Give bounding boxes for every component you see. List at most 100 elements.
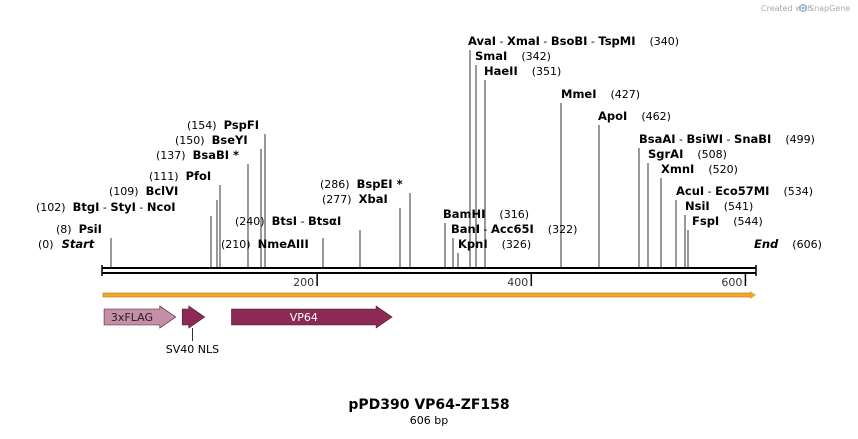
site-label-end[interactable]: End (606): [754, 237, 822, 251]
site-label-text: XmnI (520): [661, 162, 738, 176]
site-label-xbai[interactable]: (277) XbaI: [322, 192, 388, 206]
dna-backbone: [101, 265, 757, 276]
site-name: BsiWI: [687, 132, 724, 146]
site-position: (277): [322, 193, 352, 206]
site-label-bsabi[interactable]: (137) BsaBI *: [156, 148, 239, 162]
site-name: SnaBI: [734, 132, 771, 146]
site-separator: -: [676, 133, 687, 146]
site-label-text: HaeII (351): [484, 64, 561, 78]
site-label-btgi[interactable]: (102) BtgI - StyI - NcoI: [36, 200, 176, 214]
ruler-tick-label: 600: [721, 276, 742, 289]
site-position: (541): [724, 200, 754, 213]
site-position: (326): [502, 238, 532, 251]
orf-bar[interactable]: [102, 291, 756, 299]
site-label-text: MmeI (427): [561, 87, 640, 101]
site-label-text: (286) BspEI *: [320, 177, 403, 191]
site-name: NsiI: [685, 199, 710, 213]
orf-body: [102, 292, 751, 298]
site-label-psii[interactable]: (8) PsiI: [56, 222, 102, 236]
site-name: PspFI: [224, 118, 259, 132]
site-label-text: SgrAI (508): [648, 147, 727, 161]
site-position: (462): [641, 110, 671, 123]
site-label-bclvi[interactable]: (109) BclVI: [109, 184, 178, 198]
site-label-bseyi[interactable]: (150) BseYI: [175, 133, 248, 147]
site-position: (427): [611, 88, 641, 101]
feature-vp64[interactable]: VP64: [231, 305, 393, 329]
site-label-bsaai[interactable]: BsaAI - BsiWI - SnaBI (499): [639, 132, 815, 146]
site-label-start[interactable]: (0) Start: [38, 237, 95, 251]
ruler-tick-label: 200: [293, 276, 314, 289]
site-label-nsii[interactable]: NsiI (541): [685, 199, 753, 213]
site-label-apoi[interactable]: ApoI (462): [598, 109, 671, 123]
site-leader-lines: [110, 50, 689, 268]
site-labels: (0) Start(8) PsiI(102) BtgI - StyI - NcoI(1…: [36, 34, 822, 251]
site-separator: -: [99, 201, 110, 214]
feature-sv40-nls[interactable]: SV40 NLS: [166, 305, 219, 356]
site-position: (520): [708, 163, 738, 176]
feature-label: SV40 NLS: [166, 343, 219, 356]
site-label-bani[interactable]: BanI - Acc65I (322): [451, 222, 577, 236]
site-separator: -: [587, 35, 598, 48]
site-label-text: BsaAI - BsiWI - SnaBI (499): [639, 132, 815, 146]
site-name: AvaI: [468, 34, 496, 48]
site-label-bspei[interactable]: (286) BspEI *: [320, 177, 403, 191]
site-position: (102): [36, 201, 66, 214]
site-name: XbaI: [359, 192, 388, 206]
site-label-text: (8) PsiI: [56, 222, 102, 236]
site-label-nmeaiii[interactable]: (210) NmeAIII: [221, 237, 309, 251]
site-position: (508): [697, 148, 727, 161]
site-label-text: End (606): [754, 237, 822, 251]
site-name: PfoI: [186, 169, 212, 183]
site-label-text: ApoI (462): [598, 109, 671, 123]
orf-arrowhead: [750, 291, 756, 299]
site-label-xmni[interactable]: XmnI (520): [661, 162, 738, 176]
site-label-text: (109) BclVI: [109, 184, 178, 198]
site-label-pfoi[interactable]: (111) PfoI: [149, 169, 211, 183]
credit-prefix: Created with: [761, 4, 812, 13]
site-label-kpni[interactable]: KpnI (326): [458, 237, 531, 251]
site-name: BsaAI: [639, 132, 676, 146]
site-label-smai[interactable]: SmaI (342): [475, 49, 551, 63]
feature-track: 3xFLAG SV40 NLS VP64: [103, 305, 393, 356]
feature-arrow: [103, 305, 177, 329]
site-name: BclVI: [146, 184, 179, 198]
site-separator: -: [480, 223, 491, 236]
site-label-sgrai[interactable]: SgrAI (508): [648, 147, 727, 161]
map-length: 606 bp: [410, 414, 448, 427]
site-name: BseYI: [212, 133, 248, 147]
site-position: (499): [785, 133, 815, 146]
site-label-mmei[interactable]: MmeI (427): [561, 87, 640, 101]
site-name: XmaI: [507, 34, 540, 48]
site-label-pspfi[interactable]: (154) PspFI: [187, 118, 259, 132]
site-name: HaeII: [484, 64, 518, 78]
site-label-text: AcuI - Eco57MI (534): [676, 184, 813, 198]
site-separator: -: [540, 35, 551, 48]
site-name: BtsI: [272, 214, 297, 228]
site-position: (8): [56, 223, 72, 236]
site-label-acui[interactable]: AcuI - Eco57MI (534): [676, 184, 813, 198]
site-name: TspMI: [598, 34, 635, 48]
site-label-text: (277) XbaI: [322, 192, 388, 206]
site-label-avai[interactable]: AvaI - XmaI - BsoBI - TspMI (340): [468, 34, 679, 48]
site-position: (137): [156, 149, 186, 162]
site-label-haeii[interactable]: HaeII (351): [484, 64, 561, 78]
site-label-bamhi[interactable]: BamHI (316): [443, 207, 529, 221]
site-name: StyI: [110, 200, 136, 214]
site-label-fspi[interactable]: FspI (544): [692, 214, 763, 228]
site-position: (322): [548, 223, 578, 236]
site-name: BamHI: [443, 207, 485, 221]
site-position: (286): [320, 178, 350, 191]
feature-3xflag[interactable]: 3xFLAG: [103, 305, 177, 329]
site-position: (351): [532, 65, 562, 78]
site-name: Eco57MI: [715, 184, 769, 198]
site-label-text: BanI - Acc65I (322): [451, 222, 577, 236]
site-name: SmaI: [475, 49, 507, 63]
site-name: Start: [62, 237, 95, 251]
site-name: PsiI: [79, 222, 102, 236]
site-label-btsi[interactable]: (240) BtsI - BtsαI: [235, 214, 341, 228]
credit-brand: SnapGene: [809, 4, 850, 13]
site-position: (154): [187, 119, 217, 132]
site-separator: -: [723, 133, 734, 146]
site-name: AcuI: [676, 184, 704, 198]
